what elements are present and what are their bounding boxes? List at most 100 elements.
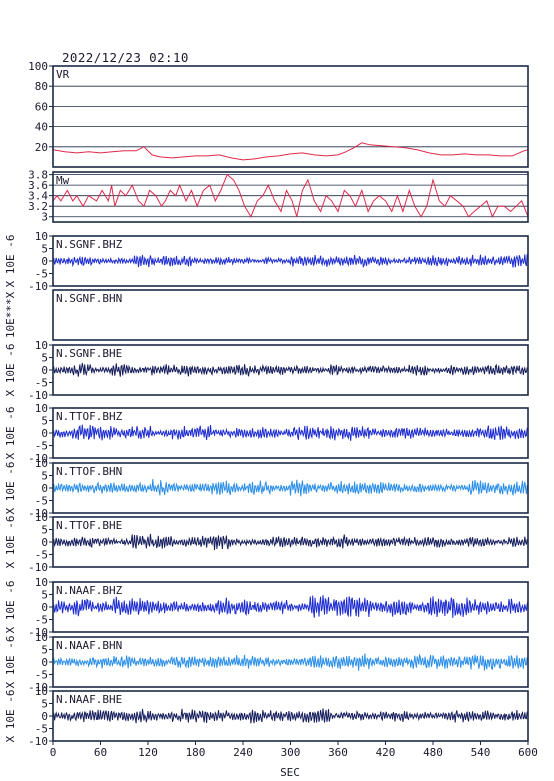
series-line [52,142,529,161]
y-axis-label: X 10E -6 [4,636,17,689]
panel-frame [52,636,529,688]
x-tick-label: 480 [423,746,443,759]
waveform-trace [52,533,529,551]
y-tick-label: 60 [35,100,48,113]
y-tick-label: 3.2 [28,200,48,213]
x-tick-label: 240 [233,746,253,759]
y-tick-label: 10 [35,230,48,243]
y-tick-label: 10 [35,402,48,415]
y-tick-label: 5 [41,589,48,602]
waveform-trace [52,424,529,441]
panel-frame [52,581,529,633]
y-tick-label: 10 [35,576,48,589]
y-tick-label: -10 [28,626,48,639]
series-line [52,173,529,218]
y-tick-label: 10 [35,511,48,524]
panel-label: N.TTOF.BHN [56,465,122,478]
panel-label: N.SGNF.BHZ [56,238,123,251]
y-tick-label: 10 [35,457,48,470]
y-tick-label: 0 [41,427,48,440]
x-tick-label: 360 [328,746,348,759]
x-tick-label: 540 [471,746,491,759]
y-tick-label: -10 [28,452,48,465]
y-tick-label: -10 [28,561,48,574]
panel-label: N.NAAF.BHN [56,639,122,652]
y-tick-label: -5 [35,377,48,390]
x-tick-label: 180 [186,746,206,759]
x-tick-label: 600 [518,746,538,759]
chart-timestamp: 2022/12/23 02:10 [62,50,189,65]
panel-label: N.NAAF.BHE [56,693,122,706]
y-tick-label: -5 [35,549,48,562]
waveform-trace [52,254,529,269]
y-tick-label: -10 [28,681,48,694]
y-axis-label: X 10E -6 [4,235,17,288]
panel-frame [52,235,529,287]
y-axis-label: X 10E -6 [4,690,17,743]
panel-frame [52,462,529,514]
y-tick-label: 40 [35,121,48,134]
y-tick-label: 10 [35,631,48,644]
y-axis-label: X 10E -6 [4,516,17,569]
panel-label: N.TTOF.BHE [56,519,122,532]
y-tick-label: 0 [41,601,48,614]
y-tick-label: 0 [41,255,48,268]
y-tick-label: 5 [41,243,48,256]
x-axis: 0 60 120 180 240 300 360 420 480 540 600 [50,741,538,759]
y-axis-label: X 10E -6 [4,344,17,397]
y-tick-label: 0 [41,656,48,669]
y-tick-label: 3 [41,211,48,224]
y-tick-label: -5 [35,495,48,508]
y-tick-label: 0 [41,482,48,495]
y-tick-label: -10 [28,507,48,520]
y-axis-label: X 10E -6 [4,581,17,634]
x-axis-label: SEC [280,766,300,779]
y-tick-label: 5 [41,470,48,483]
y-tick-label: 10 [35,685,48,698]
y-tick-label: 5 [41,352,48,365]
y-tick-label: 5 [41,644,48,657]
panel-label: N.SGNF.BHN [56,292,122,305]
y-axis-label: X 10E -6 [4,462,17,515]
y-axis-label: X 10E -6 [4,407,17,460]
y-tick-label: 5 [41,698,48,711]
y-axis-label: 10E***X [4,291,17,338]
y-tick-label: 5 [41,415,48,428]
y-tick-label: 5 [41,524,48,537]
y-tick-label: 3.6 [28,179,48,192]
y-tick-label: -5 [35,614,48,627]
y-tick-label: -5 [35,268,48,281]
waveform-trace [52,479,529,497]
y-tick-label: -5 [35,440,48,453]
panel-label: N.NAAF.BHZ [56,584,123,597]
panel-label: N.TTOF.BHZ [56,410,123,423]
y-tick-label: -10 [28,389,48,402]
waveform-trace [52,595,529,618]
panel-label: N.SGNF.BHE [56,347,122,360]
panel-frame [52,516,529,568]
x-tick-label: 60 [94,746,107,759]
y-tick-label: -10 [28,735,48,748]
x-tick-label: 120 [138,746,158,759]
panel-frame [52,65,529,168]
y-tick-label: 3.8 [28,169,48,182]
y-tick-label: -10 [28,280,48,293]
waveform-trace [52,653,529,671]
y-tick-label: 10 [35,339,48,352]
panel-frame [52,171,529,223]
y-tick-label: 20 [35,141,48,154]
y-tick-label: 3.4 [28,190,48,203]
panel-frame [52,289,529,341]
panel-vr: 20 40 60 80 100 VR [28,60,529,168]
y-tick-label: 80 [35,80,48,93]
waveform-trace [52,708,529,724]
